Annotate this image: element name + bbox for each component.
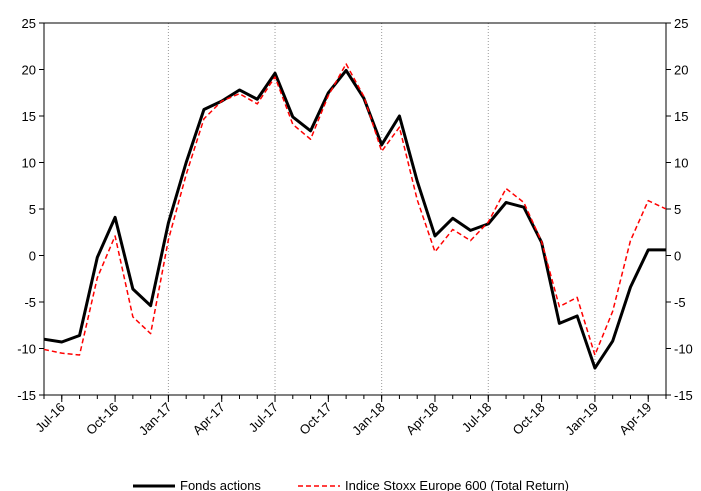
- y-tick-label-left: 20: [22, 63, 36, 78]
- y-tick-label-right: 25: [674, 16, 688, 31]
- y-tick-label-right: 15: [674, 109, 688, 124]
- x-tick-label: Jan-17: [136, 400, 175, 439]
- y-tick-label-left: -5: [24, 295, 36, 310]
- y-tick-label-left: 25: [22, 16, 36, 31]
- y-tick-label-right: -10: [674, 342, 693, 357]
- y-tick-label-right: 0: [674, 249, 681, 264]
- y-tick-label-left: 10: [22, 156, 36, 171]
- y-tick-label-left: -10: [17, 342, 36, 357]
- legend-label-fonds-actions: Fonds actions: [180, 478, 261, 491]
- y-tick-label-left: 15: [22, 109, 36, 124]
- x-tick-label: Oct-17: [296, 400, 334, 438]
- x-tick-label: Jul-16: [32, 400, 68, 436]
- y-tick-label-right: 10: [674, 156, 688, 171]
- series-layer: [43, 63, 667, 370]
- x-tick-label: Apr-17: [190, 400, 228, 438]
- x-tick-label: Oct-18: [510, 400, 548, 438]
- x-tick-label: Apr-19: [616, 400, 654, 438]
- x-tick-label: Jan-19: [562, 400, 601, 439]
- legend-label-stoxx-600: Indice Stoxx Europe 600 (Total Return): [345, 478, 569, 491]
- x-tick-label: Jul-17: [245, 400, 281, 436]
- y-tick-label-right: 20: [674, 63, 688, 78]
- x-tick-label: Apr-18: [403, 400, 441, 438]
- y-tick-label-left: -15: [17, 388, 36, 403]
- series-line-stoxx-600: [43, 63, 667, 356]
- y-tick-label-right: -5: [674, 295, 686, 310]
- x-tick-label: Jul-18: [459, 400, 495, 436]
- gridlines: [167, 23, 596, 395]
- x-tick-label: Oct-16: [83, 400, 121, 438]
- y-tick-label-left: 5: [29, 202, 36, 217]
- x-tick-label: Jan-18: [349, 400, 388, 439]
- y-tick-label-right: -15: [674, 388, 693, 403]
- y-tick-label-left: 0: [29, 249, 36, 264]
- y-tick-label-right: 5: [674, 202, 681, 217]
- series-line-fonds-actions: [43, 68, 666, 370]
- legend: Fonds actions Indice Stoxx Europe 600 (T…: [133, 478, 569, 491]
